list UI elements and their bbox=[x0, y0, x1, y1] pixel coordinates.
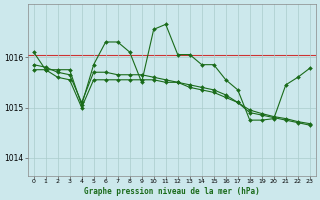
X-axis label: Graphe pression niveau de la mer (hPa): Graphe pression niveau de la mer (hPa) bbox=[84, 187, 260, 196]
